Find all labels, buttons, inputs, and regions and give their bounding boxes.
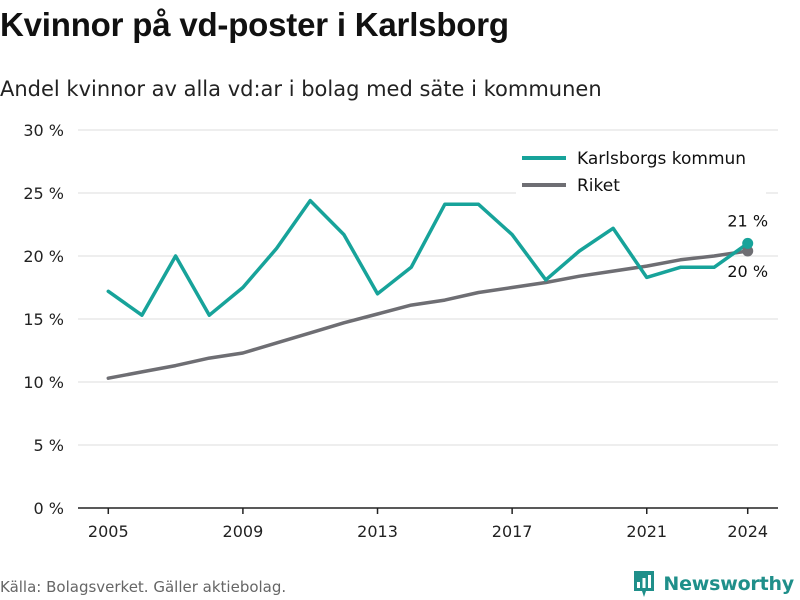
legend-label: Karlsborgs kommun [577,149,746,169]
y-tick-label: 10 % [23,373,64,392]
end-label-riket: 20 % [727,262,768,281]
x-tick-label: 2017 [492,522,533,541]
brand-name: Newsworthy [663,573,794,595]
chart-subtitle: Andel kvinnor av alla vd:ar i bolag med … [0,77,602,101]
end-label-karlsborg: 21 % [727,211,768,230]
series [106,198,754,380]
series-line-riket [106,249,750,380]
source-note: Källa: Bolagsverket. Gäller aktiebolag. [0,578,287,596]
axes: 0 % 5 % 10 % 15 % 20 % 25 % 30 % 2005 2009 2013 20… [23,121,778,541]
legend: Karlsborgs kommun Riket [516,140,766,196]
x-tick-label: 2013 [357,522,398,541]
y-tick-label: 30 % [23,121,64,140]
x-tick-label: 2024 [727,522,768,541]
legend-label: Riket [577,176,620,196]
newsworthy-icon [634,571,655,597]
x-tick-label: 2005 [88,522,129,541]
series-end-point [742,237,754,249]
y-tick-label: 20 % [23,247,64,266]
y-tick-label: 15 % [23,310,64,329]
y-tick-label: 25 % [23,184,64,203]
brand-logo: Newsworthy [632,569,794,599]
y-tick-label: 0 % [34,499,64,518]
x-tick-label: 2021 [626,522,667,541]
series-end-point [742,245,754,257]
series-line-karlsborg [106,198,750,317]
y-tick-label: 5 % [34,436,64,455]
grid [78,129,778,446]
x-tick-label: 2009 [223,522,264,541]
chart-title: Kvinnor på vd-poster i Karlsborg [0,6,509,43]
end-labels: 21 % 20 % [727,211,768,281]
